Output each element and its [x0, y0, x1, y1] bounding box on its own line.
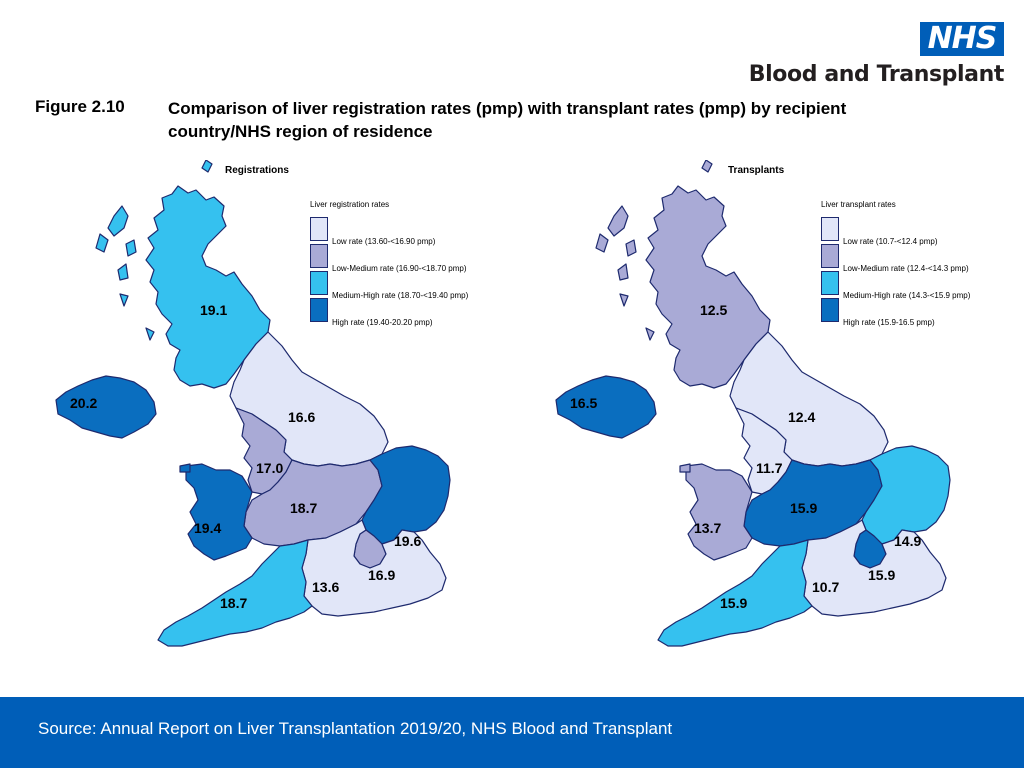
region-south-west [657, 539, 813, 647]
value-label-northern-ireland: 20.2 [70, 395, 97, 411]
value-label-south-east: 10.7 [812, 579, 839, 595]
region-wales [185, 463, 253, 561]
legend-label: Low rate (13.60-<16.90 pmp) [332, 237, 436, 246]
footer-bar: Source: Annual Report on Liver Transplan… [0, 697, 1024, 768]
value-label-midlands: 18.7 [290, 500, 317, 516]
figure-label: Figure 2.10 [35, 97, 125, 116]
value-label-south-west: 15.9 [720, 595, 747, 611]
nhs-logo-text: NHS [927, 21, 998, 56]
registrations-legend: Low rate (13.60-<16.90 pmp) Low-Medium ra… [310, 217, 510, 327]
value-label-northern-ireland: 16.5 [570, 395, 597, 411]
region-labels: 19.1 20.2 16.6 17.0 18.7 19.4 19.6 16.9 13.6 18.7 [70, 302, 421, 611]
region-south-east [801, 519, 947, 617]
region-east-of-england [361, 445, 451, 545]
value-label-wales: 13.7 [694, 520, 721, 536]
registrations-map: 19.1 20.2 16.6 17.0 18.7 19.4 19.6 16.9 13.6 18.7 [55, 160, 451, 647]
legend-label: Low-Medium rate (16.90-<18.70 pmp) [332, 264, 467, 273]
region-scotland-islands [95, 160, 213, 341]
nhs-logo-box [920, 22, 1004, 56]
legend-swatch [310, 271, 328, 295]
region-northern-ireland [55, 375, 157, 439]
transplants-map-panel: 12.5 16.5 12.4 11.7 15.9 13.7 14.9 15.9 10.7 15.9… [530, 160, 1010, 660]
value-label-scotland: 12.5 [700, 302, 727, 318]
legend-swatch [821, 244, 839, 268]
value-label-midlands: 15.9 [790, 500, 817, 516]
region-east-of-england [861, 445, 951, 545]
legend-label: Low rate (10.7-<12.4 pmp) [843, 237, 938, 246]
region-wales-island [179, 463, 191, 473]
region-northern-ireland [555, 375, 657, 439]
region-scotland-islands [595, 160, 713, 341]
value-label-wales: 19.4 [194, 520, 221, 536]
registrations-legend-title: Liver registration rates [310, 200, 390, 209]
value-label-east-of-england: 19.6 [394, 533, 421, 549]
value-label-south-east: 13.6 [312, 579, 339, 595]
organisation-name: Blood and Transplant [748, 62, 1005, 87]
legend-label: Low-Medium rate (12.4-<14.3 pmp) [843, 264, 969, 273]
source-note: Source: Annual Report on Liver Transplan… [38, 719, 673, 738]
value-label-london: 16.9 [368, 567, 395, 583]
transplants-map: 12.5 16.5 12.4 11.7 15.9 13.7 14.9 15.9 10.7 15.9 [555, 160, 951, 647]
value-label-east-of-england: 14.9 [894, 533, 921, 549]
legend-swatch [821, 271, 839, 295]
legend-swatch [310, 244, 328, 268]
value-label-scotland: 19.1 [200, 302, 227, 318]
legend-label: High rate (15.9-16.5 pmp) [843, 318, 935, 327]
transplants-legend-title: Liver transplant rates [821, 200, 896, 209]
legend-swatch [821, 298, 839, 322]
value-label-north-west: 11.7 [756, 460, 783, 476]
figure-title: Comparison of liver registration rates (… [168, 99, 847, 141]
region-south-east [301, 519, 447, 617]
legend-label: High rate (19.40-20.20 pmp) [332, 318, 433, 327]
value-label-north-east-and-yorkshire: 16.6 [288, 409, 315, 425]
value-label-south-west: 18.7 [220, 595, 247, 611]
registrations-map-panel: 19.1 20.2 16.6 17.0 18.7 19.4 19.6 16.9 13.6 18.7… [30, 160, 510, 660]
transplants-legend: Low rate (10.7-<12.4 pmp) Low-Medium rate… [821, 217, 1010, 327]
region-wales [685, 463, 753, 561]
value-label-north-east-and-yorkshire: 12.4 [788, 409, 815, 425]
registrations-map-title: Registrations [225, 165, 289, 176]
value-label-london: 15.9 [868, 567, 895, 583]
region-wales-island [679, 463, 691, 473]
legend-swatch [310, 298, 328, 322]
region-scotland [645, 185, 771, 389]
legend-label: Medium-High rate (18.70-<19.40 pmp) [332, 291, 469, 300]
region-south-west [157, 539, 313, 647]
region-scotland [145, 185, 271, 389]
legend-swatch [310, 217, 328, 241]
transplants-map-title: Transplants [728, 165, 785, 176]
legend-swatch [821, 217, 839, 241]
value-label-north-west: 17.0 [256, 460, 283, 476]
legend-label: Medium-High rate (14.3-<15.9 pmp) [843, 291, 971, 300]
region-labels: 12.5 16.5 12.4 11.7 15.9 13.7 14.9 15.9 10.7 15.9 [570, 302, 921, 611]
nhsbt-logo: NHS Blood and Transplant [749, 18, 1005, 88]
